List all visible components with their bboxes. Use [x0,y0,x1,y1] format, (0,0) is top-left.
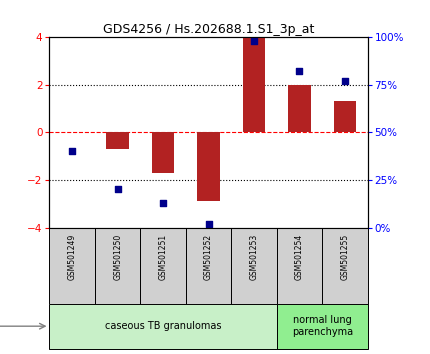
Text: caseous TB granulomas: caseous TB granulomas [105,321,221,331]
Text: GSM501252: GSM501252 [204,234,213,280]
Point [114,187,121,192]
Bar [277,228,322,304]
Point [341,78,348,84]
Text: GSM501250: GSM501250 [113,234,122,280]
Text: GSM501254: GSM501254 [295,234,304,280]
Bar [186,228,231,304]
Bar [95,228,140,304]
Bar [243,37,265,132]
Bar [334,102,356,132]
Text: GSM501251: GSM501251 [159,234,168,280]
Bar [231,228,277,304]
Text: GSM501255: GSM501255 [341,234,350,280]
Point [296,69,303,74]
Bar [322,228,368,304]
Bar [277,304,368,349]
Bar [197,132,220,201]
Text: normal lung
parenchyma: normal lung parenchyma [292,315,353,337]
Point [251,38,258,44]
Text: GSM501253: GSM501253 [249,234,258,280]
Bar [49,228,95,304]
Point [69,149,76,154]
Point [205,221,212,227]
Bar [288,85,311,132]
Bar [140,228,186,304]
Point [160,200,166,206]
Text: GSM501249: GSM501249 [68,234,77,280]
Bar [49,304,277,349]
Bar [106,132,129,149]
Bar [152,132,175,173]
Title: GDS4256 / Hs.202688.1.S1_3p_at: GDS4256 / Hs.202688.1.S1_3p_at [103,23,314,36]
